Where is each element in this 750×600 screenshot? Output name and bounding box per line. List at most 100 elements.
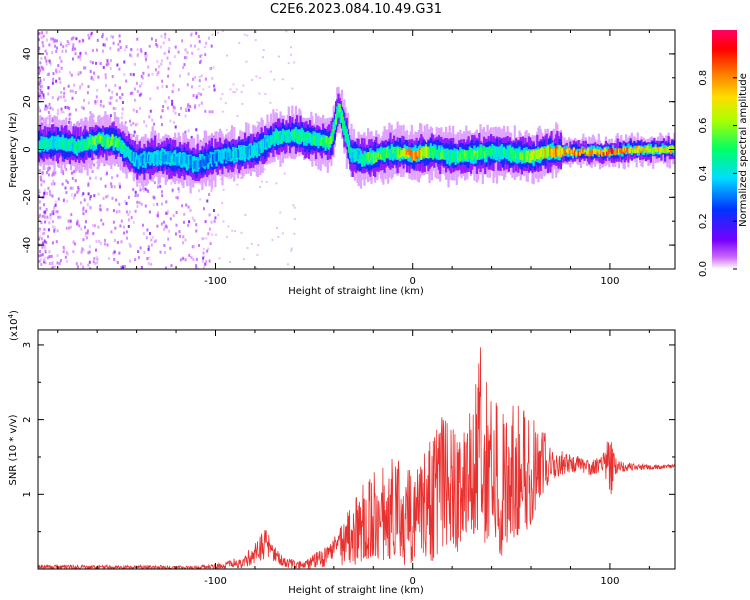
noise-pixel bbox=[88, 250, 91, 254]
noise-pixel bbox=[101, 32, 104, 36]
noise-pixel bbox=[285, 30, 288, 33]
ridge-core bbox=[332, 124, 335, 132]
noise-pixel bbox=[150, 37, 153, 41]
noise-pixel bbox=[187, 103, 190, 107]
noise-pixel bbox=[207, 232, 210, 236]
noise-pixel bbox=[38, 190, 41, 194]
noise-pixel bbox=[140, 75, 143, 78]
noise-pixel bbox=[118, 34, 121, 38]
noise-pixel bbox=[43, 216, 46, 219]
noise-pixel bbox=[40, 36, 43, 39]
noise-pixel bbox=[140, 265, 143, 269]
noise-pixel bbox=[62, 110, 65, 114]
noise-pixel bbox=[136, 48, 139, 52]
ridge-core bbox=[452, 152, 455, 163]
noise-pixel bbox=[105, 84, 107, 88]
ridge-core bbox=[58, 138, 61, 148]
noise-pixel bbox=[38, 50, 41, 54]
noise-pixel bbox=[120, 116, 123, 120]
noise-pixel bbox=[164, 251, 166, 254]
ridge-core bbox=[548, 149, 551, 157]
ridge-core bbox=[407, 152, 410, 158]
ridge-core bbox=[169, 150, 172, 162]
noise-pixel bbox=[75, 108, 78, 112]
ridge-core bbox=[449, 153, 452, 164]
noise-pixel bbox=[65, 44, 68, 47]
ridge-core bbox=[382, 149, 385, 161]
ridge-core bbox=[396, 147, 399, 159]
ridge-core bbox=[427, 146, 430, 158]
ridge-core bbox=[223, 152, 226, 159]
noise-pixel bbox=[90, 33, 92, 37]
noise-pixel bbox=[118, 86, 121, 90]
ridge-core bbox=[80, 141, 83, 152]
noise-pixel bbox=[70, 213, 73, 217]
noise-pixel bbox=[49, 63, 52, 67]
noise-pixel bbox=[91, 170, 94, 174]
noise-pixel bbox=[116, 63, 119, 67]
ridge-core bbox=[508, 149, 512, 159]
noise-pixel bbox=[256, 121, 259, 124]
noise-pixel bbox=[118, 202, 121, 206]
ridge-core bbox=[78, 140, 81, 150]
ridge-core bbox=[655, 148, 658, 152]
ridge-core bbox=[336, 112, 339, 119]
noise-pixel bbox=[56, 229, 59, 233]
noise-pixel bbox=[120, 219, 123, 223]
noise-pixel bbox=[97, 225, 100, 229]
noise-pixel bbox=[277, 55, 280, 58]
noise-pixel bbox=[102, 104, 105, 108]
ridge-core bbox=[185, 156, 189, 164]
noise-pixel bbox=[51, 266, 54, 269]
ridge-core bbox=[671, 145, 674, 151]
noise-pixel bbox=[171, 102, 174, 106]
ridge-core bbox=[673, 149, 675, 153]
noise-pixel bbox=[43, 244, 46, 248]
noise-pixel bbox=[156, 224, 159, 228]
noise-pixel bbox=[38, 229, 41, 233]
noise-pixel bbox=[177, 50, 180, 54]
noise-pixel bbox=[118, 210, 121, 213]
ridge-core bbox=[351, 151, 354, 163]
ridge-core bbox=[200, 159, 203, 167]
noise-pixel bbox=[53, 226, 56, 230]
ridge-core bbox=[646, 145, 649, 151]
noise-pixel bbox=[211, 110, 214, 114]
ridge-core bbox=[455, 153, 458, 163]
noise-pixel bbox=[185, 203, 188, 207]
noise-pixel bbox=[92, 260, 95, 264]
ridge-core bbox=[230, 150, 234, 158]
ridge-core bbox=[661, 149, 664, 153]
ridge-core bbox=[215, 153, 218, 162]
noise-pixel bbox=[217, 31, 219, 34]
noise-pixel bbox=[43, 228, 46, 231]
ridge-core bbox=[165, 153, 168, 161]
ridge-core bbox=[54, 141, 57, 148]
noise-pixel bbox=[208, 213, 211, 217]
ridge-core bbox=[69, 143, 73, 150]
noise-pixel bbox=[251, 79, 254, 81]
ridge-core bbox=[512, 150, 515, 162]
ridge-core bbox=[178, 155, 181, 164]
noise-pixel bbox=[113, 239, 116, 242]
noise-pixel bbox=[72, 241, 75, 244]
ridge-core bbox=[397, 148, 400, 159]
noise-pixel bbox=[276, 227, 278, 229]
ridge-core bbox=[330, 136, 333, 144]
ridge-core bbox=[577, 151, 580, 157]
ridge-core bbox=[195, 160, 198, 171]
ridge-core bbox=[193, 160, 196, 170]
noise-pixel bbox=[127, 225, 130, 228]
noise-pixel bbox=[281, 232, 284, 235]
colorbar-tick-label: 0.8 bbox=[698, 70, 709, 86]
noise-pixel bbox=[87, 192, 90, 196]
ridge-core bbox=[569, 150, 572, 156]
noise-pixel bbox=[62, 95, 65, 99]
noise-pixel bbox=[76, 219, 79, 223]
ridge-core bbox=[587, 148, 590, 153]
noise-pixel bbox=[42, 44, 45, 48]
noise-pixel bbox=[174, 125, 177, 129]
noise-pixel bbox=[290, 46, 292, 49]
noise-pixel bbox=[53, 265, 56, 269]
noise-pixel bbox=[210, 188, 213, 192]
